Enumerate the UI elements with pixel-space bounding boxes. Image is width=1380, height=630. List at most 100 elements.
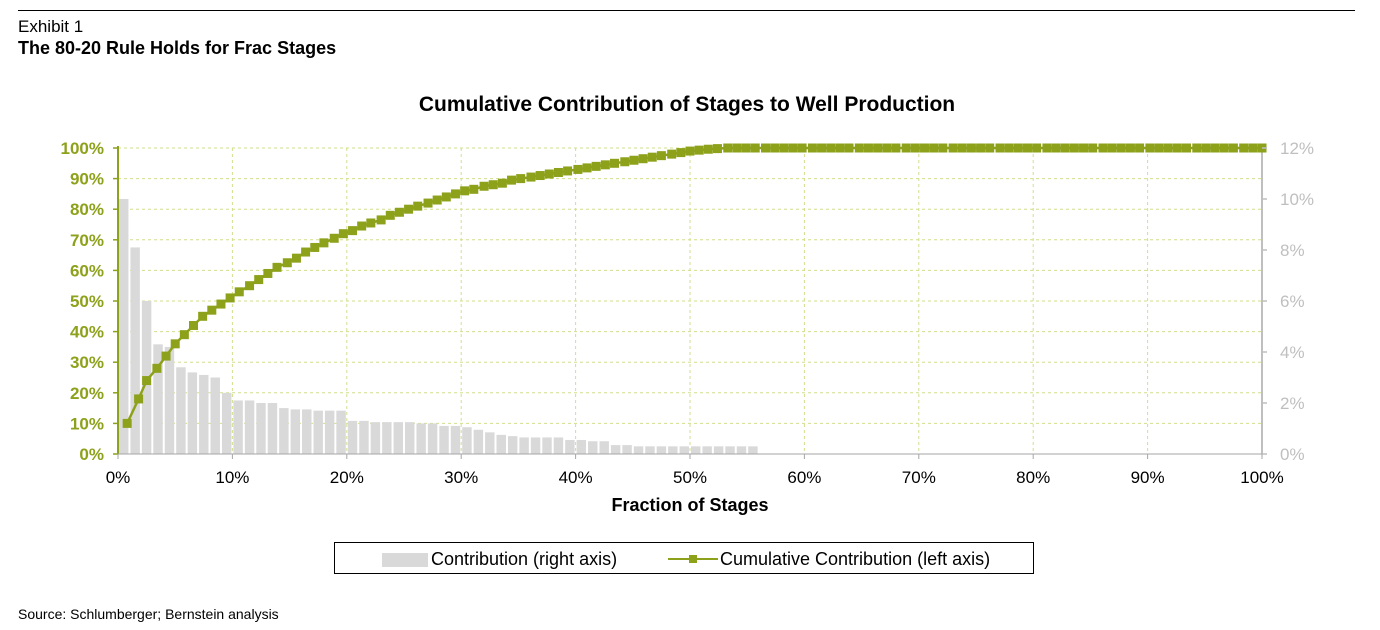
- line-marker: [301, 247, 311, 257]
- bar: [565, 439, 575, 454]
- bar: [553, 437, 564, 454]
- bar: [485, 432, 495, 454]
- left-tick-label: 50%: [70, 292, 104, 311]
- line-marker: [779, 143, 789, 153]
- line-marker: [788, 143, 798, 153]
- bar: [450, 425, 461, 454]
- line-markers: [122, 143, 1267, 428]
- bar: [439, 425, 449, 454]
- line-marker: [479, 181, 489, 191]
- left-tick-label: 30%: [70, 353, 104, 372]
- bar: [313, 410, 323, 454]
- line-marker: [826, 143, 836, 153]
- source-note: Source: Schlumberger; Bernstein analysis: [18, 606, 279, 622]
- line-marker: [142, 376, 152, 386]
- bar: [324, 410, 335, 454]
- bar: [210, 377, 220, 454]
- line-marker: [441, 192, 451, 202]
- line-marker: [685, 146, 695, 156]
- left-tick-label: 100%: [61, 139, 104, 158]
- line-marker: [1004, 143, 1014, 153]
- line-marker: [460, 186, 470, 196]
- line-marker: [591, 161, 601, 171]
- line-marker: [929, 143, 939, 153]
- line-marker: [609, 158, 619, 168]
- line-marker: [817, 143, 827, 153]
- line-marker: [432, 195, 442, 205]
- line-marker: [948, 143, 958, 153]
- line-marker: [319, 238, 329, 248]
- bar: [130, 247, 140, 454]
- line-marker: [1051, 143, 1061, 153]
- line-marker: [122, 418, 132, 428]
- line-marker: [516, 174, 526, 184]
- bar: [187, 372, 198, 454]
- line-marker: [170, 339, 180, 349]
- bar: [588, 441, 598, 454]
- left-tick-label: 20%: [70, 384, 104, 403]
- line-marker: [741, 143, 751, 153]
- bar: [507, 436, 518, 454]
- bar: [645, 446, 655, 454]
- line-marker: [450, 189, 460, 199]
- line-marker: [656, 151, 666, 161]
- right-tick-label: 12%: [1280, 139, 1314, 158]
- bar: [542, 437, 552, 454]
- bar: [668, 446, 678, 454]
- bar: [336, 410, 346, 454]
- left-tick-label: 0%: [79, 445, 104, 464]
- line-marker: [1154, 143, 1164, 153]
- bar: [382, 422, 392, 454]
- legend-bar-label: Contribution (right axis): [431, 549, 618, 569]
- left-tick-label: 70%: [70, 231, 104, 250]
- line-marker: [1125, 143, 1135, 153]
- line-marker: [703, 144, 713, 154]
- line-marker: [357, 221, 367, 231]
- line-marker: [1239, 143, 1249, 153]
- right-tick-label: 2%: [1280, 394, 1305, 413]
- line-marker: [189, 320, 199, 330]
- line-marker: [179, 330, 189, 340]
- bar: [164, 346, 175, 454]
- x-tick-label: 50%: [673, 468, 707, 487]
- line-marker: [198, 311, 208, 321]
- line-marker: [225, 293, 235, 303]
- line-marker: [976, 143, 986, 153]
- line-marker: [535, 171, 545, 181]
- line-marker: [957, 143, 967, 153]
- bar: [702, 446, 712, 454]
- x-tick-label: 40%: [559, 468, 593, 487]
- x-tick-label: 30%: [444, 468, 478, 487]
- line-marker: [1219, 143, 1229, 153]
- bar: [359, 420, 369, 454]
- line-marker: [1013, 143, 1023, 153]
- line-marker: [1116, 143, 1126, 153]
- chart-legend: Contribution (right axis) Cumulative Con…: [334, 542, 1034, 574]
- bar: [347, 420, 358, 454]
- bar: [279, 408, 289, 454]
- bar: [393, 422, 403, 454]
- line-marker: [1192, 143, 1202, 153]
- top-rule: [18, 10, 1355, 11]
- bar: [519, 437, 529, 454]
- left-tick-label: 90%: [70, 170, 104, 189]
- right-tick-label: 8%: [1280, 241, 1305, 260]
- line-marker: [1098, 143, 1108, 153]
- bar: [290, 409, 301, 454]
- right-tick-label: 4%: [1280, 343, 1305, 362]
- line-marker: [920, 143, 930, 153]
- line-marker: [413, 201, 423, 211]
- line-marker: [1042, 143, 1052, 153]
- line-marker: [291, 253, 301, 263]
- line-marker: [1060, 143, 1070, 153]
- bar: [370, 422, 381, 454]
- bar: [656, 446, 667, 454]
- bar: [119, 199, 129, 454]
- line-marker: [1079, 143, 1089, 153]
- line-marker: [807, 143, 817, 153]
- line-marker: [329, 233, 339, 243]
- bar: [221, 392, 232, 454]
- x-tick-label: 100%: [1240, 468, 1283, 487]
- bar: [576, 439, 587, 454]
- line-marker: [938, 143, 948, 153]
